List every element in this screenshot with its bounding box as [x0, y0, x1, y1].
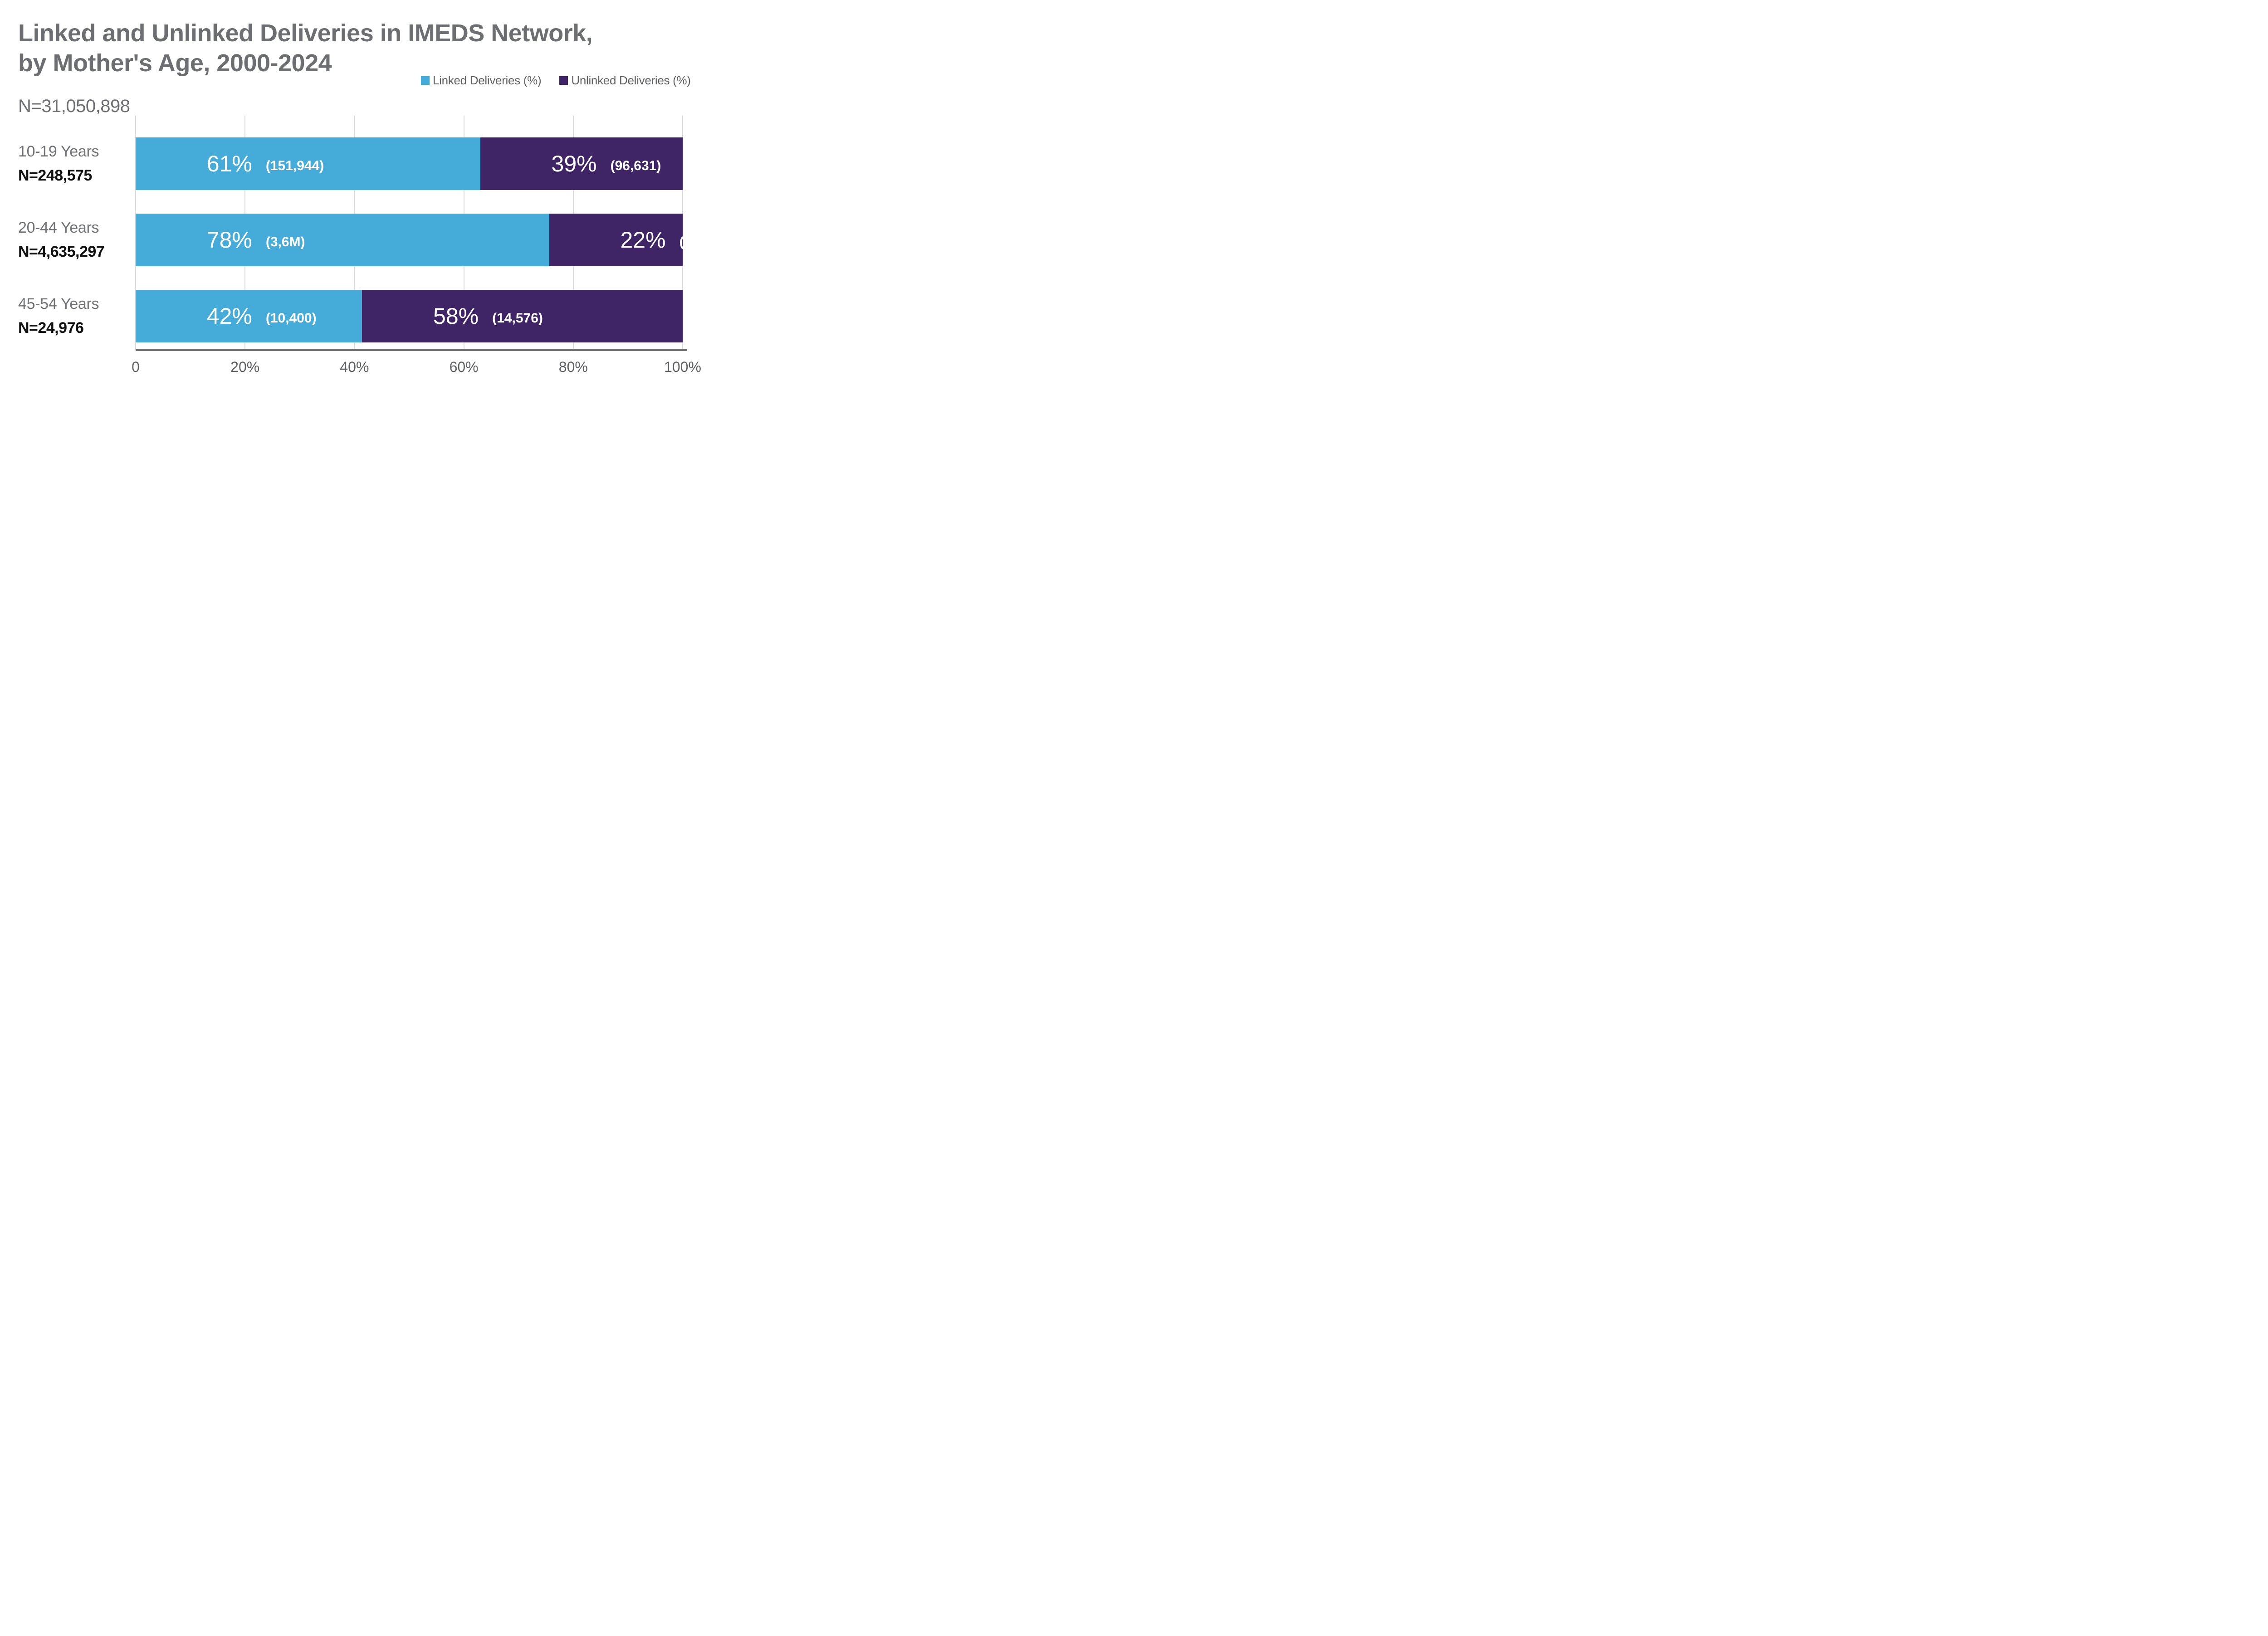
unlinked-count-label: (96,631): [610, 158, 661, 173]
category-block-45-54-years: 45-54 Years N=24,976: [18, 290, 134, 342]
bar-row-45-54-years: 42% (10,400) 58% (14,576): [136, 290, 683, 342]
x-axis-line: [136, 349, 687, 351]
category-n-label: N=248,575: [18, 167, 92, 184]
chart-title: Linked and Unlinked Deliveries in IMEDS …: [18, 18, 593, 78]
x-tick-40: 40%: [340, 359, 369, 375]
x-tick-0: 0: [132, 359, 140, 375]
unlinked-swatch-icon: [559, 76, 568, 85]
linked-count-label: (10,400): [265, 311, 317, 326]
category-label: 10-19 Years: [18, 143, 99, 160]
bar-segment-linked-45-54: 42% (10,400): [136, 290, 362, 342]
linked-count-label: (151,944): [265, 158, 324, 173]
total-n-label: N=31,050,898: [18, 96, 130, 116]
category-label: 45-54 Years: [18, 295, 99, 313]
category-n-label: N=4,635,297: [18, 243, 105, 260]
category-n-label: N=24,976: [18, 319, 84, 337]
legend-item-unlinked: Unlinked Deliveries (%): [559, 73, 691, 88]
linked-pct-label: 42%: [206, 303, 252, 329]
chart-canvas: Linked and Unlinked Deliveries in IMEDS …: [0, 0, 721, 409]
x-tick-20: 20%: [230, 359, 260, 375]
gridline-100: [682, 116, 683, 350]
chart-title-line1: Linked and Unlinked Deliveries in IMEDS …: [18, 20, 593, 47]
unlinked-count-label: (14,576): [492, 311, 543, 326]
bar-segment-unlinked-45-54: 58% (14,576): [362, 290, 683, 342]
x-tick-60: 60%: [449, 359, 479, 375]
legend: Linked Deliveries (%) Unlinked Deliverie…: [421, 73, 691, 88]
legend-label-unlinked: Unlinked Deliveries (%): [571, 73, 691, 87]
bar-segment-linked-20-44: 78% (3,6M): [136, 214, 549, 266]
bar-segment-linked-10-19: 61% (151,944): [136, 137, 480, 190]
unlinked-pct-label: 22%: [620, 227, 666, 253]
category-block-10-19-years: 10-19 Years N=248,575: [18, 137, 134, 190]
linked-count-label: (3,6M): [265, 234, 305, 249]
category-label: 20-44 Years: [18, 219, 99, 236]
unlinked-count-label: (1.01M): [679, 230, 683, 250]
linked-swatch-icon: [421, 76, 430, 85]
category-block-20-44-years: 20-44 Years N=4,635,297: [18, 214, 134, 266]
unlinked-pct-label: 58%: [433, 303, 479, 329]
bar-row-20-44-years: 78% (3,6M) 22% (1.01M): [136, 214, 683, 266]
bar-segment-unlinked-10-19: 39% (96,631): [480, 137, 683, 190]
linked-pct-label: 78%: [206, 227, 252, 253]
legend-item-linked: Linked Deliveries (%): [421, 73, 542, 88]
linked-pct-label: 61%: [206, 151, 252, 176]
unlinked-pct-label: 39%: [551, 151, 597, 176]
bar-row-10-19-years: 61% (151,944) 39% (96,631): [136, 137, 683, 190]
plot-area: 61% (151,944) 39% (96,631) 78% (3,6M) 22…: [132, 116, 701, 375]
bar-segment-unlinked-20-44: 22% (1.01M): [549, 214, 683, 266]
x-tick-100: 100%: [664, 359, 701, 375]
legend-label-linked: Linked Deliveries (%): [433, 73, 542, 87]
x-tick-80: 80%: [558, 359, 588, 375]
chart-title-line2: by Mother's Age, 2000-2024: [18, 49, 332, 77]
